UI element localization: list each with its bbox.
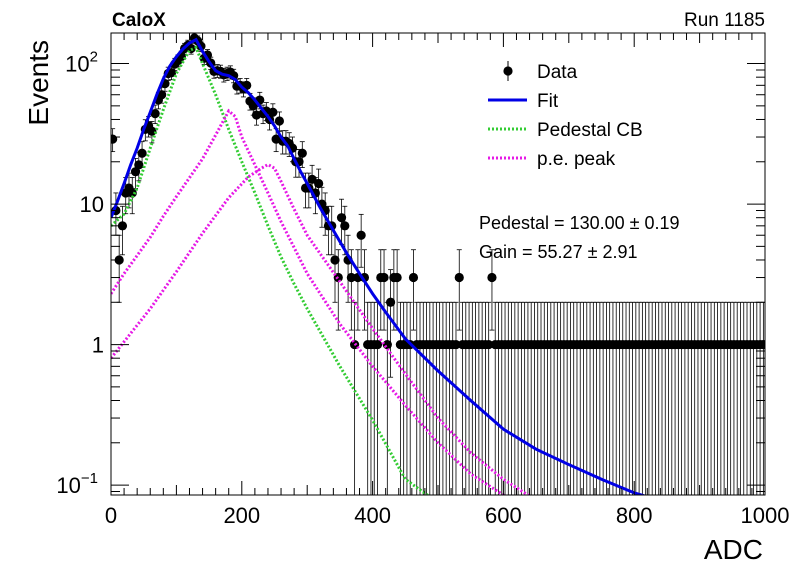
fit-curve: [111, 37, 647, 495]
data-point: [150, 104, 160, 125]
data-point: [297, 141, 307, 168]
data-marker: [484, 339, 494, 350]
y-tick-label: 10−1: [56, 470, 98, 498]
y-axis-title: Events: [23, 40, 54, 126]
data-marker: [385, 297, 396, 307]
data-point: [111, 128, 118, 153]
data-marker: [268, 107, 278, 117]
y-tick-exponent: 2: [90, 49, 98, 66]
legend-label: Data: [537, 62, 578, 83]
y-tick-label: 10: [80, 192, 104, 217]
legend-entry: p.e. peak: [488, 149, 616, 170]
data-point: [487, 249, 497, 331]
y-tick-label: 1: [92, 333, 104, 358]
data-area: [111, 33, 765, 495]
legend-label: Pedestal CB: [537, 120, 643, 141]
data-point: [372, 301, 383, 495]
data-marker: [157, 90, 167, 100]
pe-peak-curve: [111, 162, 531, 495]
data-marker: [248, 101, 258, 111]
y-tick-base: 10: [65, 52, 89, 77]
legend-entry: Fit: [488, 91, 559, 112]
data-marker: [336, 213, 347, 223]
data-point: [379, 249, 389, 331]
pedestal-annotation: Pedestal = 130.00 ± 0.19: [479, 213, 680, 233]
experiment-label: CaloX: [112, 10, 166, 31]
data-point: [350, 301, 360, 495]
data-point: [356, 213, 366, 268]
data-marker: [150, 109, 160, 119]
data-marker: [147, 126, 157, 136]
data-marker: [346, 272, 356, 283]
x-tick-label: 800: [616, 503, 653, 528]
data-marker: [137, 148, 147, 158]
x-tick-label: 200: [223, 503, 260, 528]
legend-entry: Pedestal CB: [488, 120, 643, 141]
data-point: [330, 234, 340, 303]
data-point: [127, 177, 137, 215]
x-tick-label: 1000: [741, 503, 790, 528]
data-marker: [274, 116, 285, 126]
y-tick-base: 1: [92, 333, 104, 358]
pedestal-curve: [111, 45, 430, 495]
legend: Data Fit Pedestal CB p.e. peak: [488, 61, 643, 170]
legend-label: p.e. peak: [537, 149, 616, 170]
y-tick-label: 102: [65, 49, 98, 77]
data-marker: [408, 272, 419, 283]
data-marker: [356, 230, 366, 240]
data-marker: [372, 339, 383, 350]
legend-marker: [503, 66, 513, 76]
data-marker: [297, 148, 307, 158]
data-marker: [340, 221, 350, 231]
y-tick-exponent: −1: [81, 470, 98, 487]
data-marker: [111, 134, 118, 144]
data-marker: [379, 272, 389, 283]
plot-frame: [110, 32, 766, 496]
data-point: [314, 168, 324, 203]
data-marker: [392, 272, 402, 283]
x-axis-title: ADC: [704, 534, 763, 565]
run-label: Run 1185: [684, 10, 765, 31]
legend-label: Fit: [537, 91, 559, 112]
data-point: [454, 249, 464, 331]
x-tick-label: 0: [105, 503, 117, 528]
x-tick-label: 400: [354, 503, 391, 528]
x-tick-label: 600: [485, 503, 522, 528]
data-marker: [330, 255, 340, 265]
legend-entry: Data: [503, 61, 578, 83]
gain-annotation: Gain = 55.27 ± 2.91: [479, 242, 638, 262]
data-point: [340, 205, 350, 256]
data-marker: [487, 272, 497, 283]
y-tick-base: 10: [56, 473, 80, 498]
data-point: [408, 249, 419, 331]
data-marker: [454, 272, 464, 283]
data-point: [336, 198, 347, 245]
data-marker: [314, 178, 324, 189]
data-marker: [307, 174, 317, 184]
data-point: [385, 269, 396, 378]
data-marker: [127, 188, 137, 198]
data-marker: [451, 339, 461, 350]
y-tick-base: 10: [80, 192, 104, 217]
data-marker: [117, 221, 128, 231]
pe-peak-curve: [111, 108, 507, 495]
